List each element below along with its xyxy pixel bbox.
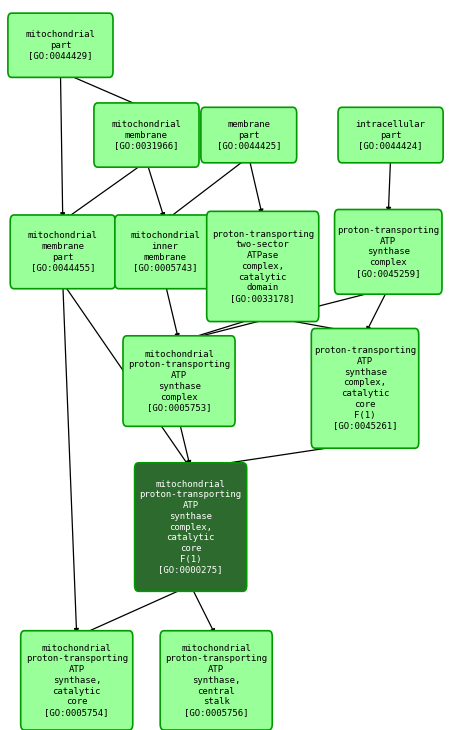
FancyBboxPatch shape: [21, 631, 133, 730]
Text: proton-transporting
ATP
synthase
complex,
catalytic
core
F(1)
[GO:0045261]: proton-transporting ATP synthase complex…: [314, 346, 416, 431]
Text: proton-transporting
two-sector
ATPase
complex,
catalytic
domain
[GO:0033178]: proton-transporting two-sector ATPase co…: [212, 230, 314, 303]
Text: mitochondrial
inner
membrane
[GO:0005743]: mitochondrial inner membrane [GO:0005743…: [130, 231, 200, 272]
FancyBboxPatch shape: [160, 631, 272, 730]
Text: mitochondrial
membrane
[GO:0031966]: mitochondrial membrane [GO:0031966]: [112, 120, 181, 150]
FancyBboxPatch shape: [94, 103, 199, 167]
Text: mitochondrial
proton-transporting
ATP
synthase
complex,
catalytic
core
F(1)
[GO:: mitochondrial proton-transporting ATP sy…: [140, 480, 242, 575]
FancyBboxPatch shape: [338, 107, 443, 163]
FancyBboxPatch shape: [123, 336, 235, 426]
Text: mitochondrial
membrane
part
[GO:0044455]: mitochondrial membrane part [GO:0044455]: [28, 231, 98, 272]
Text: mitochondrial
proton-transporting
ATP
synthase,
central
stalk
[GO:0005756]: mitochondrial proton-transporting ATP sy…: [165, 644, 267, 717]
Text: membrane
part
[GO:0044425]: membrane part [GO:0044425]: [217, 120, 281, 150]
FancyBboxPatch shape: [135, 463, 246, 591]
Text: mitochondrial
proton-transporting
ATP
synthase,
catalytic
core
[GO:0005754]: mitochondrial proton-transporting ATP sy…: [26, 644, 128, 717]
Text: intracellular
part
[GO:0044424]: intracellular part [GO:0044424]: [356, 120, 425, 150]
FancyBboxPatch shape: [8, 13, 113, 77]
FancyBboxPatch shape: [201, 107, 297, 163]
FancyBboxPatch shape: [334, 210, 442, 294]
FancyBboxPatch shape: [206, 212, 319, 321]
Text: proton-transporting
ATP
synthase
complex
[GO:0045259]: proton-transporting ATP synthase complex…: [337, 226, 439, 278]
FancyBboxPatch shape: [115, 215, 215, 288]
FancyBboxPatch shape: [312, 328, 418, 448]
Text: mitochondrial
proton-transporting
ATP
synthase
complex
[GO:0005753]: mitochondrial proton-transporting ATP sy…: [128, 350, 230, 412]
Text: mitochondrial
part
[GO:0044429]: mitochondrial part [GO:0044429]: [26, 30, 95, 61]
FancyBboxPatch shape: [10, 215, 115, 288]
